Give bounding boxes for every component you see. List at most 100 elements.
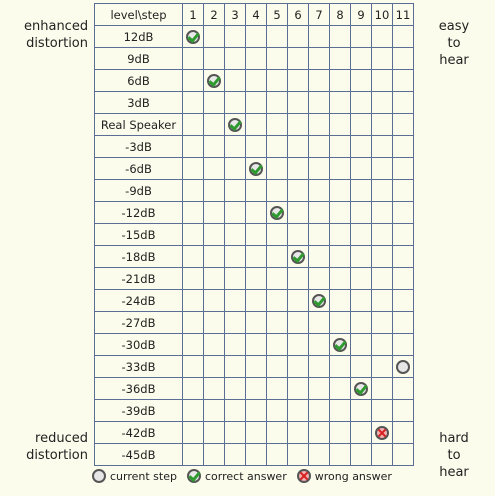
grid-cell[interactable] [287, 267, 309, 290]
grid-cell[interactable] [308, 443, 330, 466]
grid-cell[interactable] [371, 69, 393, 92]
grid-cell[interactable] [203, 157, 225, 180]
grid-cell[interactable] [350, 311, 372, 334]
grid-cell[interactable] [308, 25, 330, 48]
grid-cell[interactable] [287, 245, 309, 268]
grid-cell[interactable] [287, 179, 309, 202]
grid-cell[interactable] [182, 267, 204, 290]
grid-cell[interactable] [287, 113, 309, 136]
grid-cell[interactable] [350, 377, 372, 400]
grid-cell[interactable] [266, 443, 288, 466]
grid-cell[interactable] [224, 245, 246, 268]
grid-cell[interactable] [182, 157, 204, 180]
grid-cell[interactable] [224, 113, 246, 136]
grid-cell[interactable] [245, 289, 267, 312]
grid-cell[interactable] [266, 25, 288, 48]
grid-cell[interactable] [266, 201, 288, 224]
grid-cell[interactable] [287, 25, 309, 48]
grid-cell[interactable] [266, 157, 288, 180]
grid-cell[interactable] [203, 267, 225, 290]
grid-cell[interactable] [392, 311, 414, 334]
grid-cell[interactable] [308, 377, 330, 400]
grid-cell[interactable] [182, 69, 204, 92]
grid-cell[interactable] [287, 443, 309, 466]
grid-cell[interactable] [308, 179, 330, 202]
grid-cell[interactable] [224, 311, 246, 334]
grid-cell[interactable] [224, 289, 246, 312]
grid-cell[interactable] [392, 223, 414, 246]
grid-cell[interactable] [287, 421, 309, 444]
grid-cell[interactable] [371, 311, 393, 334]
grid-cell[interactable] [308, 245, 330, 268]
grid-cell[interactable] [371, 289, 393, 312]
grid-cell[interactable] [350, 267, 372, 290]
grid-cell[interactable] [224, 135, 246, 158]
grid-cell[interactable] [245, 245, 267, 268]
grid-cell[interactable] [266, 135, 288, 158]
grid-cell[interactable] [224, 333, 246, 356]
grid-cell[interactable] [308, 201, 330, 224]
grid-cell[interactable] [266, 267, 288, 290]
grid-cell[interactable] [287, 289, 309, 312]
grid-cell[interactable] [329, 113, 351, 136]
grid-cell[interactable] [329, 135, 351, 158]
grid-cell[interactable] [392, 135, 414, 158]
grid-cell[interactable] [371, 443, 393, 466]
grid-cell[interactable] [287, 311, 309, 334]
grid-cell[interactable] [266, 377, 288, 400]
grid-cell[interactable] [287, 399, 309, 422]
grid-cell[interactable] [182, 91, 204, 114]
grid-cell[interactable] [266, 289, 288, 312]
grid-cell[interactable] [266, 355, 288, 378]
grid-cell[interactable] [182, 223, 204, 246]
grid-cell[interactable] [350, 355, 372, 378]
grid-cell[interactable] [182, 201, 204, 224]
grid-cell[interactable] [224, 91, 246, 114]
grid-cell[interactable] [350, 333, 372, 356]
grid-cell[interactable] [224, 157, 246, 180]
grid-cell[interactable] [392, 179, 414, 202]
grid-cell[interactable] [203, 135, 225, 158]
grid-cell[interactable] [245, 377, 267, 400]
grid-cell[interactable] [371, 25, 393, 48]
grid-cell[interactable] [371, 179, 393, 202]
grid-cell[interactable] [308, 289, 330, 312]
grid-cell[interactable] [350, 113, 372, 136]
grid-cell[interactable] [392, 91, 414, 114]
grid-cell[interactable] [182, 333, 204, 356]
grid-cell[interactable] [350, 91, 372, 114]
grid-cell[interactable] [329, 223, 351, 246]
grid-cell[interactable] [182, 135, 204, 158]
grid-cell[interactable] [329, 201, 351, 224]
grid-cell[interactable] [392, 355, 414, 378]
grid-cell[interactable] [182, 25, 204, 48]
grid-cell[interactable] [266, 311, 288, 334]
grid-cell[interactable] [266, 399, 288, 422]
grid-cell[interactable] [203, 179, 225, 202]
grid-cell[interactable] [203, 91, 225, 114]
grid-cell[interactable] [308, 69, 330, 92]
grid-cell[interactable] [329, 245, 351, 268]
grid-cell[interactable] [287, 69, 309, 92]
grid-cell[interactable] [182, 289, 204, 312]
grid-cell[interactable] [182, 399, 204, 422]
grid-cell[interactable] [308, 223, 330, 246]
grid-cell[interactable] [287, 355, 309, 378]
grid-cell[interactable] [182, 311, 204, 334]
grid-cell[interactable] [224, 25, 246, 48]
grid-cell[interactable] [392, 443, 414, 466]
grid-cell[interactable] [371, 91, 393, 114]
grid-cell[interactable] [182, 179, 204, 202]
grid-cell[interactable] [392, 201, 414, 224]
grid-cell[interactable] [371, 223, 393, 246]
grid-cell[interactable] [329, 377, 351, 400]
grid-cell[interactable] [350, 289, 372, 312]
grid-cell[interactable] [203, 245, 225, 268]
grid-cell[interactable] [287, 201, 309, 224]
grid-cell[interactable] [266, 47, 288, 70]
grid-cell[interactable] [224, 47, 246, 70]
grid-cell[interactable] [245, 399, 267, 422]
grid-cell[interactable] [392, 245, 414, 268]
grid-cell[interactable] [350, 135, 372, 158]
grid-cell[interactable] [245, 179, 267, 202]
